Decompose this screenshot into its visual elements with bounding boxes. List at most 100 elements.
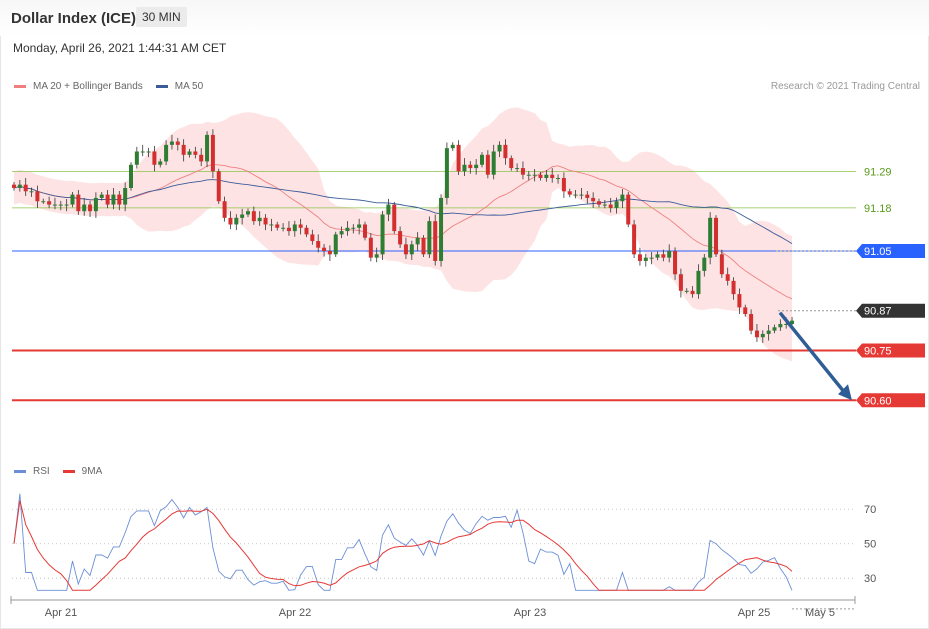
candle (421, 235, 426, 257)
rsi-line (13, 493, 793, 591)
candle (655, 251, 660, 261)
candle (339, 226, 344, 239)
price-tag-label-4: 90.75 (864, 346, 892, 358)
candle (556, 174, 561, 184)
candle (632, 219, 637, 258)
candle (526, 171, 531, 181)
candle (351, 224, 356, 234)
price-tag-2 (856, 244, 925, 258)
price-tag-label-5: 90.60 (864, 395, 892, 407)
candle (140, 144, 145, 157)
resistance-label-0: 91.29 (864, 166, 892, 178)
candle (696, 264, 701, 299)
candle (678, 268, 683, 298)
candle (216, 168, 221, 204)
candle (210, 129, 215, 179)
time-tick-label: May 5 (805, 607, 835, 619)
candle (70, 191, 75, 208)
candle (439, 194, 444, 267)
candle (17, 180, 22, 192)
candle (205, 131, 210, 168)
candle (64, 198, 69, 212)
candle (626, 191, 631, 228)
timeframe-badge[interactable]: 30 MIN (136, 7, 187, 27)
candle (193, 146, 198, 159)
candle (234, 214, 239, 231)
candle (158, 158, 163, 168)
candle (304, 225, 309, 238)
resistance-label-1: 91.18 (864, 203, 892, 215)
candle (462, 158, 467, 177)
ma20-legend-label: MA 20 + Bollinger Bands (33, 81, 143, 92)
price-legend: MA 20 + Bollinger Bands MA 50 (14, 81, 203, 92)
candle (433, 214, 438, 266)
candle (199, 148, 204, 167)
candle (585, 190, 590, 204)
candle (246, 208, 250, 218)
candle (181, 139, 186, 162)
candle (164, 140, 169, 166)
candle (450, 142, 455, 151)
candle (41, 198, 46, 204)
candle (269, 218, 274, 232)
candle (620, 188, 625, 208)
candle (749, 309, 754, 335)
candle (123, 182, 128, 212)
candle (398, 226, 403, 249)
candle (649, 251, 654, 265)
price-tag-3 (856, 303, 925, 318)
ma20-line (13, 164, 793, 300)
candle (257, 211, 262, 226)
candle (117, 190, 122, 211)
candle (480, 152, 484, 168)
candle (532, 169, 537, 182)
candle (403, 237, 408, 259)
rsi-tick-70: 70 (864, 504, 876, 516)
candle (608, 197, 613, 213)
candle (12, 182, 16, 191)
candle (719, 249, 724, 278)
candle (386, 198, 391, 222)
candle (47, 196, 52, 209)
ma9-legend-label: 9MA (81, 466, 103, 477)
candle (175, 137, 180, 151)
candle (474, 159, 479, 175)
candle (99, 191, 104, 201)
candle (345, 221, 350, 236)
candle (29, 187, 34, 197)
candle (23, 178, 28, 196)
candle (105, 189, 110, 209)
rsi-legend: RSI 9MA (14, 466, 102, 477)
candle (251, 206, 256, 225)
candle (58, 200, 63, 211)
bollinger-band-area (14, 107, 793, 362)
candle (35, 185, 40, 208)
ma9-swatch (62, 470, 75, 473)
timestamp: Monday, April 26, 2021 1:44:31 AM CET (13, 41, 227, 55)
candle (567, 188, 572, 198)
candle (597, 198, 601, 208)
candle (409, 240, 414, 260)
candle (637, 247, 642, 266)
candle (363, 221, 367, 241)
candle (286, 221, 291, 236)
rsi-tick-30: 30 (864, 573, 876, 585)
candle (772, 324, 777, 334)
candle (579, 187, 584, 200)
candle (292, 220, 297, 237)
candle (754, 323, 759, 342)
candle (322, 244, 327, 257)
candle (766, 324, 771, 341)
candle (737, 288, 742, 315)
candle (760, 330, 765, 343)
ma50-legend-label: MA 50 (174, 81, 204, 92)
time-tick-label: Apr 23 (514, 607, 546, 619)
candle (561, 172, 566, 198)
candle (152, 145, 157, 172)
candle (602, 199, 607, 209)
candle (298, 218, 303, 235)
candle (684, 288, 689, 294)
candle (538, 172, 543, 181)
candle (374, 247, 379, 263)
